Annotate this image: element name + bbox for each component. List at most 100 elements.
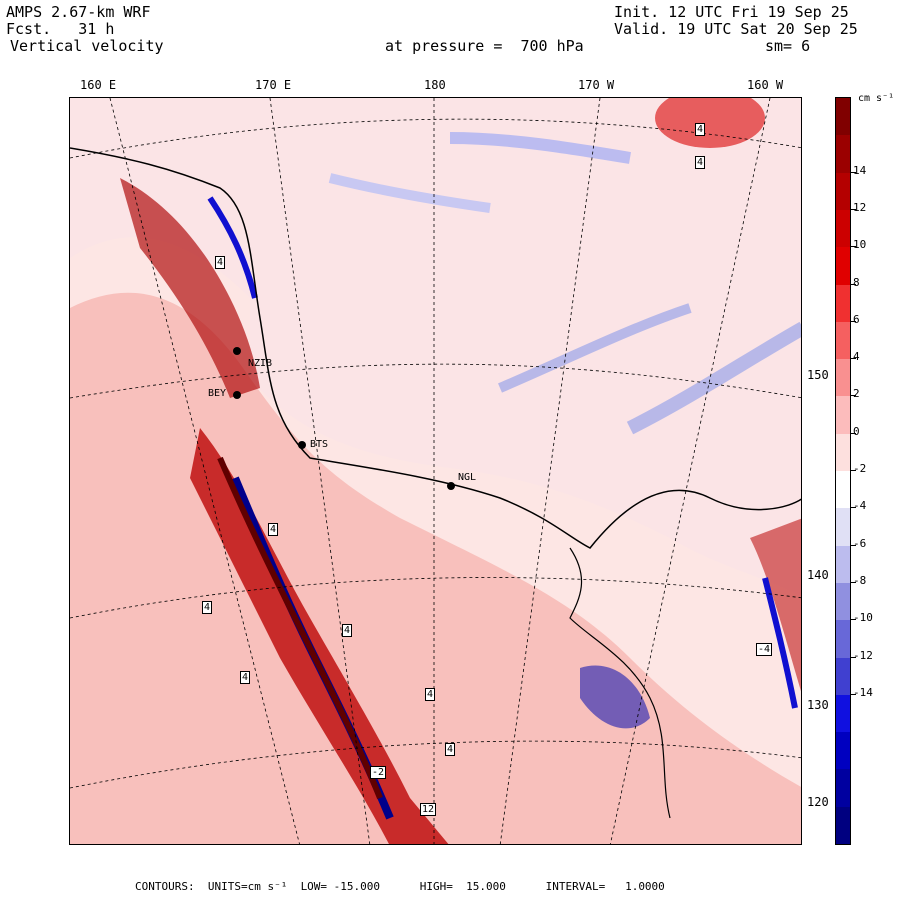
east-range-blue — [762, 577, 798, 709]
station-label: BTS — [310, 439, 329, 450]
contour-label: 4 — [202, 601, 213, 614]
colorbar-tick-label: -8 — [853, 573, 867, 587]
colorbar-tick-label: 8 — [853, 275, 860, 289]
colorbar-tick-mark — [851, 432, 856, 434]
forecast-prefix: Fcst. — [6, 20, 52, 38]
graticule — [70, 98, 801, 844]
ne-red-blob — [655, 98, 765, 148]
init-time: Init. 12 UTC Fri 19 Sep 25 — [614, 3, 849, 21]
colorbar-segment — [836, 433, 850, 472]
colorbar-segment — [836, 582, 850, 621]
colorbar-tick-label: -14 — [853, 685, 873, 699]
station-label: BEY — [208, 388, 227, 399]
lon-label: 170 E — [255, 78, 292, 92]
map-canvas — [70, 98, 801, 844]
lon-label: 170 W — [578, 78, 615, 92]
colorbar-segment — [836, 321, 850, 360]
forecast-label: Fcst. 31 h — [6, 21, 114, 38]
map-panel: NZIB BEY BTS NGL 4 4 4 4 4 4 4 4 -4 4 -2… — [69, 97, 802, 845]
colorbar-segment — [836, 471, 850, 509]
colorbar-tick-mark — [851, 358, 856, 360]
colorbar — [835, 97, 851, 845]
station-marker — [233, 347, 241, 355]
blue-streaks — [498, 303, 692, 393]
colorbar-segment — [836, 769, 850, 808]
colorbar-tick-mark — [851, 208, 856, 210]
contour-label: 12 — [420, 803, 437, 816]
colorbar-segment — [836, 209, 850, 248]
colorbar-segment — [836, 98, 850, 136]
station-label: NZIB — [248, 358, 273, 369]
colorbar-segment — [836, 396, 850, 435]
colorbar-segment — [836, 545, 850, 584]
east-range — [750, 518, 801, 692]
ice-shelf-region — [70, 98, 801, 597]
contour-label: 4 — [695, 123, 706, 136]
colorbar-tick-label: 2 — [853, 387, 860, 401]
contour-label: 4 — [425, 688, 436, 701]
lon-label: 160 W — [747, 78, 784, 92]
station-label: NGL — [458, 472, 477, 483]
colorbar-tick-label: 6 — [853, 312, 860, 326]
colorbar-tick-label: 14 — [853, 163, 867, 177]
colorbar-tick-mark — [851, 171, 856, 173]
colorbar-tick-mark — [851, 470, 856, 471]
colorbar-unit: cm s⁻¹ — [858, 93, 895, 104]
pressure-level: at pressure = 700 hPa — [385, 37, 584, 55]
colorbar-tick-label: 12 — [853, 200, 867, 214]
colorbar-tick-mark — [851, 581, 856, 583]
colorbar-segment — [836, 172, 850, 211]
lat-label: 130 W — [807, 698, 844, 712]
colorbar-tick-label: -12 — [853, 648, 873, 662]
north-range-blue — [207, 196, 258, 299]
lon-label: 180 — [424, 78, 446, 92]
contour-label: 4 — [445, 743, 456, 756]
colorbar-tick-mark — [851, 507, 856, 509]
coastline — [70, 147, 801, 549]
station-marker — [233, 391, 241, 399]
colorbar-segment — [836, 620, 850, 658]
colorbar-segment — [836, 694, 850, 733]
colorbar-tick-label: -6 — [853, 536, 867, 550]
smoothing: sm= 6 — [765, 37, 811, 55]
lon-label: 160 E — [80, 78, 117, 92]
station-marker — [298, 441, 306, 449]
lat-label: 120 W — [807, 795, 844, 809]
rockefeller-blob — [580, 665, 650, 729]
contour-label: -2 — [370, 766, 387, 779]
colorbar-tick-label: 0 — [853, 424, 860, 438]
coastline — [569, 547, 671, 819]
colorbar-segment — [836, 359, 850, 397]
colorbar-tick-mark — [851, 246, 856, 248]
contour-info: CONTOURS: UNITS=cm s⁻¹ LOW= -15.000 HIGH… — [135, 880, 665, 893]
contour-label: 4 — [240, 671, 251, 684]
lat-label: 140 W — [807, 568, 844, 582]
colorbar-segment — [836, 806, 850, 845]
colorbar-tick-label: 10 — [853, 238, 867, 252]
colorbar-segment — [836, 508, 850, 547]
colorbar-tick-mark — [851, 283, 856, 285]
colorbar-tick-label: 4 — [853, 350, 860, 364]
colorbar-segment — [836, 247, 850, 285]
contour-label: 4 — [215, 256, 226, 269]
contour-label: 4 — [268, 523, 279, 536]
contour-label: 4 — [342, 624, 353, 637]
colorbar-tick-label: -2 — [853, 462, 867, 475]
model-title: AMPS 2.67-km WRF — [6, 3, 151, 21]
blue-streaks — [626, 321, 801, 435]
colorbar-tick-label: -10 — [853, 611, 873, 625]
colorbar-tick-mark — [851, 320, 856, 322]
field-name: Vertical velocity — [10, 37, 164, 55]
colorbar-tick-mark — [851, 395, 856, 397]
blue-streaks — [449, 132, 631, 164]
colorbar-tick-mark — [851, 544, 856, 546]
contour-label: -4 — [756, 643, 773, 656]
mountain-belt-dark — [217, 456, 383, 800]
lat-label: 150 W — [807, 368, 844, 382]
colorbar-segment — [836, 135, 850, 174]
colorbar-segment — [836, 284, 850, 323]
forecast-hours: 31 h — [78, 20, 115, 38]
blue-streaks — [328, 173, 491, 213]
contour-label: 4 — [695, 156, 706, 169]
colorbar-tick-mark — [851, 619, 856, 621]
